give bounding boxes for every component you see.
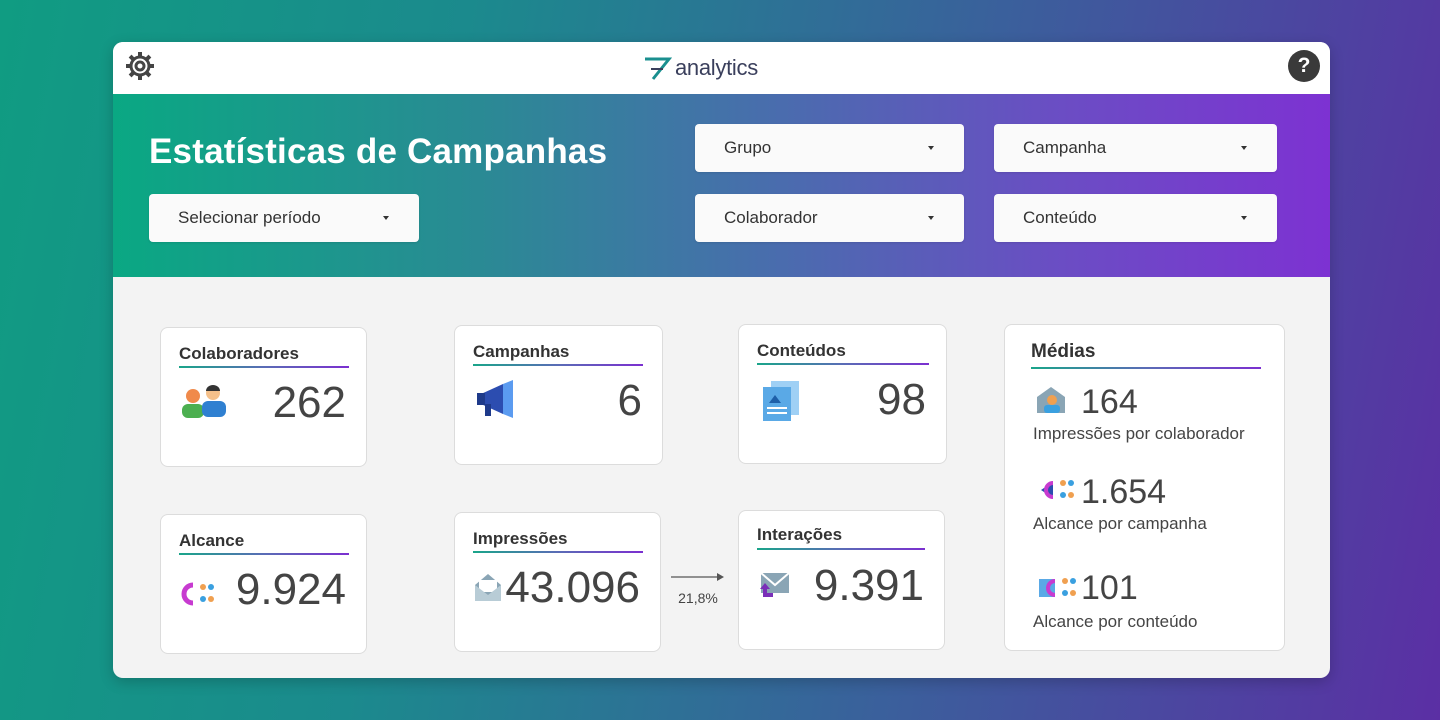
stat-card: Campanhas 6: [454, 325, 663, 465]
card-title: Conteúdos: [757, 341, 846, 360]
average-label: Alcance por conteúdo: [1033, 612, 1198, 631]
averages-card: Médias 164 Impressões por colaborador 1.…: [1004, 324, 1285, 651]
average-value: 101: [1081, 569, 1138, 607]
title-underline: [1031, 367, 1261, 369]
average-value: 1.654: [1081, 473, 1167, 511]
stat-card: Colaboradores 262: [160, 327, 367, 467]
title-underline: [757, 548, 925, 550]
filter-dropdown[interactable]: Selecionar período: [149, 194, 419, 242]
mail-open-icon: [475, 574, 501, 601]
settings-button[interactable]: [124, 50, 156, 82]
stat-card: Alcance 9.924: [160, 514, 367, 654]
filter-dropdown[interactable]: Grupo: [695, 124, 964, 172]
average-label: Alcance por campanha: [1033, 514, 1207, 533]
logo-text: analytics: [675, 55, 758, 80]
title-underline: [757, 363, 929, 365]
title-underline: [473, 551, 643, 553]
average-label: Impressões por colaborador: [1033, 424, 1245, 443]
conversion-rate: 21,8%: [678, 590, 718, 606]
reply-icon: [760, 572, 790, 597]
stat-value: 43.096: [505, 563, 640, 612]
stat-card: Conteúdos 98: [738, 324, 947, 464]
document-icon: [763, 381, 799, 421]
stat-value: 9.924: [235, 565, 346, 614]
filter-dropdown[interactable]: Colaborador: [695, 194, 964, 242]
impressions-per-employee-icon: [1037, 387, 1065, 413]
title-underline: [179, 553, 349, 555]
filter-dropdown[interactable]: Campanha: [994, 124, 1277, 172]
reach-per-campaign-icon: [1041, 480, 1074, 499]
stat-value: 262: [272, 378, 346, 427]
average-value: 164: [1081, 383, 1138, 421]
page-title: Estatísticas de Campanhas: [149, 132, 608, 171]
filter-dropdown[interactable]: Conteúdo: [994, 194, 1277, 242]
card-title: Campanhas: [473, 342, 570, 361]
title-underline: [473, 364, 643, 366]
stat-card: Interações 9.391: [738, 510, 945, 650]
banner: Estatísticas de Campanhas Grupo Campanha…: [113, 94, 1330, 277]
logo: analytics: [643, 52, 803, 84]
reach-per-content-icon: [1039, 578, 1076, 597]
megaphone-icon: [477, 380, 513, 418]
people-icon: [182, 385, 226, 418]
stat-card: Impressões 43.096: [454, 512, 661, 652]
card-title: Interações: [757, 525, 843, 544]
card-title: Impressões: [473, 529, 568, 548]
help-button[interactable]: ?: [1288, 50, 1320, 82]
app-window: analytics ? Estatísticas de Campanhas Gr…: [113, 42, 1330, 678]
card-title: Colaboradores: [179, 344, 299, 363]
stat-value: 98: [877, 375, 926, 424]
title-underline: [179, 366, 349, 368]
stat-value: 6: [617, 376, 642, 425]
logo-mark: [645, 57, 673, 80]
top-bar: analytics ?: [113, 42, 1330, 94]
card-title: Alcance: [179, 531, 245, 550]
stat-value: 9.391: [813, 561, 924, 610]
conversion-arrow: [671, 573, 724, 581]
reach-icon: [181, 582, 214, 606]
card-title: Médias: [1031, 341, 1096, 362]
